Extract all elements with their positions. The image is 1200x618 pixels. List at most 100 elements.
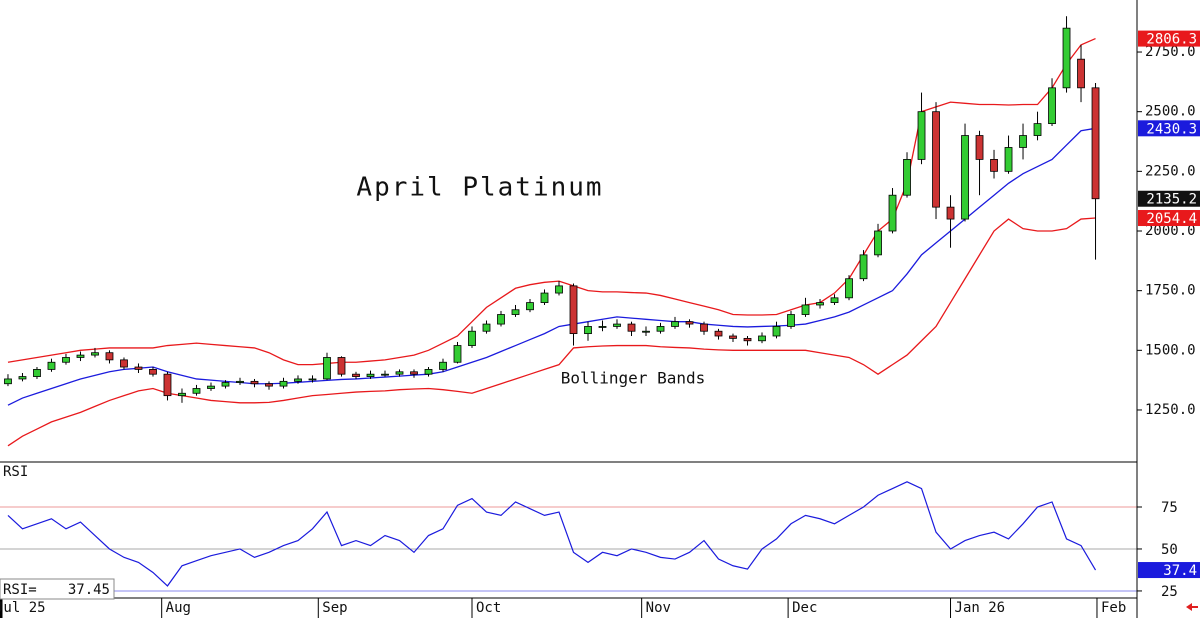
band-line xyxy=(7,127,1096,406)
candle-body xyxy=(381,373,389,376)
candle-body xyxy=(859,254,868,280)
candle-body xyxy=(772,326,781,337)
candle-body xyxy=(540,292,549,303)
last-value-box xyxy=(1138,30,1200,47)
scroll-arrow[interactable] xyxy=(1186,603,1198,611)
candle-body xyxy=(47,361,56,370)
readout-value: 37.45 xyxy=(68,582,110,598)
readout-label: RSI= xyxy=(3,582,37,598)
y-tick-label: 1250.0 xyxy=(1145,402,1196,418)
candle-body xyxy=(105,352,114,361)
readout-box xyxy=(0,578,115,600)
candle-body xyxy=(178,392,186,397)
candle-body xyxy=(250,380,259,385)
last-value-box xyxy=(1138,562,1200,579)
candle-body xyxy=(91,352,99,356)
candle-body xyxy=(33,369,41,377)
candle-body xyxy=(482,323,491,332)
x-tick-label: Aug xyxy=(166,600,191,616)
last-value-box xyxy=(1138,190,1200,207)
candle-body xyxy=(975,135,984,160)
band-line xyxy=(7,37,1096,366)
candle-body xyxy=(337,357,346,375)
rsi-line xyxy=(7,481,1097,587)
candle-body xyxy=(801,304,810,315)
candle-body xyxy=(134,366,143,370)
candle-body xyxy=(236,380,244,383)
candle-body xyxy=(569,285,578,335)
candle-body xyxy=(671,321,679,327)
candle-body xyxy=(1077,58,1085,89)
candle-body xyxy=(192,388,201,394)
x-tick-label: Sep xyxy=(322,600,347,616)
candle-body xyxy=(439,361,447,370)
x-tick-label: Jan 26 xyxy=(955,600,1006,616)
candle-body xyxy=(743,337,752,342)
candle-body xyxy=(990,159,998,172)
x-tick-label: Nov xyxy=(646,600,671,616)
candle-body xyxy=(714,330,723,337)
candle-body xyxy=(903,159,911,196)
candle-body xyxy=(294,378,302,382)
y-tick-label: 2250.0 xyxy=(1145,163,1196,179)
candle-body xyxy=(1019,135,1027,148)
last-value-label: 37.4 xyxy=(1163,563,1197,579)
candle-body xyxy=(265,383,273,387)
candle-body xyxy=(366,373,375,377)
candle-body xyxy=(700,323,708,332)
candle-body xyxy=(1062,27,1071,89)
candle-body xyxy=(642,330,650,333)
candle-body xyxy=(758,335,766,342)
candle-body xyxy=(584,326,592,335)
candle-body xyxy=(18,376,27,380)
candle-body xyxy=(1004,147,1013,172)
x-tick-label: Jul 25 xyxy=(0,600,46,616)
last-value-box xyxy=(1138,120,1200,137)
candle-body xyxy=(149,369,157,375)
candle-body xyxy=(163,373,172,397)
candle-body xyxy=(555,285,563,294)
x-tick-label: Dec xyxy=(792,600,817,616)
candle-body xyxy=(1048,87,1056,125)
plot-layer: 1250.0 1500.0 1750.0 2000.0 2250.0 2500.0 2750… xyxy=(0,16,1200,618)
candle-body xyxy=(627,323,636,332)
candle-body xyxy=(497,314,505,325)
candle-body xyxy=(76,354,85,358)
y-tick-label: 75 xyxy=(1161,500,1178,516)
y-tick-label: 2750.0 xyxy=(1145,44,1196,60)
annotation: Bollinger Bands xyxy=(561,369,706,388)
candle-body xyxy=(685,321,694,325)
candle-body xyxy=(816,302,824,306)
candle-body xyxy=(511,309,520,315)
last-value-label: 2430.3 xyxy=(1146,121,1197,137)
candle-body xyxy=(917,111,926,160)
candle-body xyxy=(279,380,288,387)
y-tick-label: 1500.0 xyxy=(1145,342,1196,358)
candle-body xyxy=(221,382,230,387)
candle-body xyxy=(453,345,462,363)
candle-body xyxy=(932,111,940,208)
candle-body xyxy=(874,230,882,256)
candle-body xyxy=(729,335,737,339)
x-tick-label: Oct xyxy=(476,600,501,616)
candle-body xyxy=(526,302,534,311)
candle-body xyxy=(961,135,969,220)
candle-body xyxy=(613,323,621,327)
candle-body xyxy=(830,297,839,303)
candle-body xyxy=(62,357,70,363)
candle-body xyxy=(888,194,897,232)
chart-title: April Platinum xyxy=(356,173,603,203)
band-line xyxy=(7,217,1096,447)
candle-body xyxy=(1033,123,1042,136)
y-tick-label: 50 xyxy=(1161,542,1178,558)
candle-body xyxy=(395,371,404,375)
candle-body xyxy=(207,385,215,389)
last-value-label: 2135.2 xyxy=(1146,192,1197,208)
panel-title: RSI xyxy=(3,464,28,480)
candle-body xyxy=(424,369,433,375)
last-value-box xyxy=(1138,210,1200,227)
y-tick-label: 25 xyxy=(1161,584,1178,600)
y-tick-label: 2500.0 xyxy=(1145,104,1196,120)
